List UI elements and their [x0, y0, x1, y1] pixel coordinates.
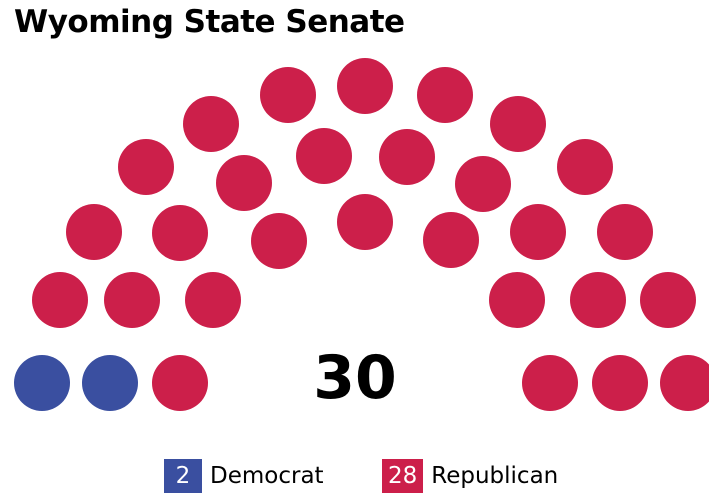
- seat-democrat: [14, 355, 70, 411]
- legend-item-republican: 28 Republican: [382, 459, 558, 493]
- legend-swatch-republican: 28: [382, 459, 424, 493]
- legend-label-democrat: Democrat: [210, 463, 324, 489]
- total-seats-label: 30: [313, 343, 397, 413]
- seat-republican: [660, 355, 709, 411]
- seat-republican: [510, 204, 566, 260]
- seat-republican: [296, 128, 352, 184]
- seat-republican: [592, 355, 648, 411]
- seat-republican: [337, 58, 393, 114]
- seat-republican: [32, 272, 88, 328]
- seat-republican: [337, 194, 393, 250]
- seat-republican: [490, 96, 546, 152]
- seat-republican: [570, 272, 626, 328]
- seat-republican: [522, 355, 578, 411]
- seat-republican: [152, 205, 208, 261]
- seat-republican: [104, 272, 160, 328]
- seat-republican: [118, 139, 174, 195]
- seat-republican: [423, 212, 479, 268]
- seat-republican: [251, 213, 307, 269]
- seat-republican: [557, 139, 613, 195]
- legend: 2 Democrat 28 Republican: [0, 455, 709, 495]
- chamber-title: Wyoming State Senate: [14, 4, 405, 40]
- seat-republican: [455, 156, 511, 212]
- legend-label-republican: Republican: [431, 463, 559, 489]
- seat-republican: [379, 129, 435, 185]
- legend-item-democrat: 2 Democrat: [164, 459, 324, 493]
- legend-swatch-democrat: 2: [164, 459, 202, 493]
- seat-republican: [597, 204, 653, 260]
- seat-democrat: [82, 355, 138, 411]
- seat-republican: [260, 67, 316, 123]
- seat-republican: [66, 204, 122, 260]
- seat-republican: [183, 96, 239, 152]
- seat-republican: [185, 272, 241, 328]
- seat-republican: [489, 272, 545, 328]
- seat-republican: [216, 155, 272, 211]
- seat-republican: [640, 272, 696, 328]
- seat-republican: [152, 355, 208, 411]
- seat-republican: [417, 67, 473, 123]
